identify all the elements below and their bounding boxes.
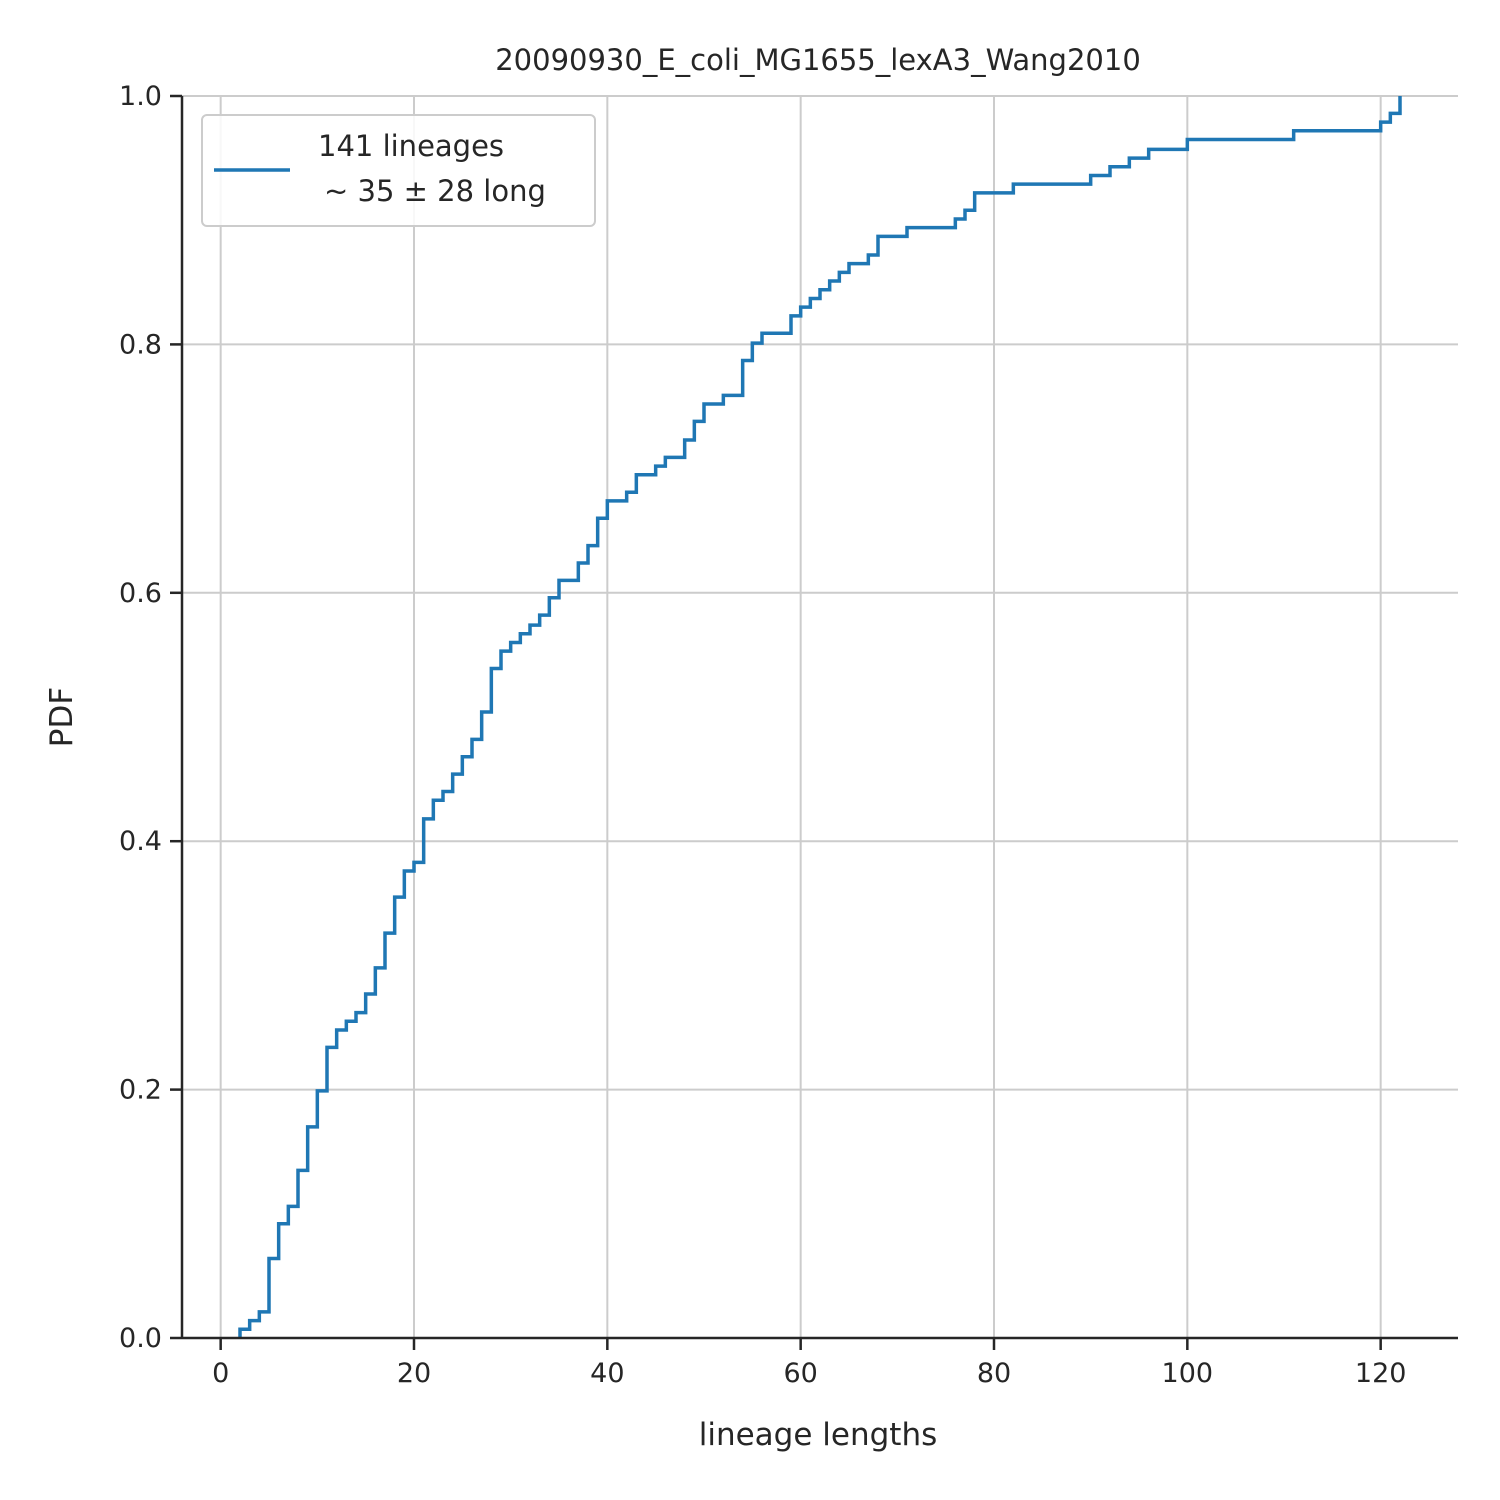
x-tick-label: 20: [397, 1358, 431, 1389]
legend-label-line2: ~ 35 ± 28 long: [324, 174, 546, 208]
y-tick-label: 0.4: [119, 826, 162, 857]
x-tick-label: 60: [783, 1358, 817, 1389]
legend-label: 141 lineages: [318, 129, 504, 163]
x-tick-label: 80: [977, 1358, 1011, 1389]
x-tick-label: 120: [1355, 1358, 1407, 1389]
legend: 141 lineages ~ 35 ± 28 long: [201, 114, 596, 227]
legend-box: [201, 114, 596, 227]
x-ticks: 0 20 40 60 80 100 120: [212, 1338, 1406, 1389]
x-tick-label: 0: [212, 1358, 229, 1389]
y-tick-label: 0.6: [119, 578, 162, 609]
y-tick-label: 0.8: [119, 329, 162, 360]
x-axis-label: lineage lengths: [699, 1417, 938, 1453]
y-axis-label: PDF: [44, 687, 80, 747]
y-ticks: 0.0 0.2 0.4 0.6 0.8 1.0: [119, 81, 182, 1354]
grid: [182, 95, 1458, 1339]
cdf-step-line: [238, 96, 1402, 1338]
x-tick-label: 100: [1162, 1358, 1214, 1389]
chart-title: 20090930_E_coli_MG1655_lexA3_Wang2010: [495, 43, 1141, 77]
y-tick-label: 0.0: [119, 1323, 162, 1354]
x-tick-label: 40: [590, 1358, 624, 1389]
y-tick-label: 1.0: [119, 81, 162, 112]
axes: [180, 96, 1458, 1340]
y-tick-label: 0.2: [119, 1075, 162, 1106]
series-layer: [238, 96, 1402, 1338]
